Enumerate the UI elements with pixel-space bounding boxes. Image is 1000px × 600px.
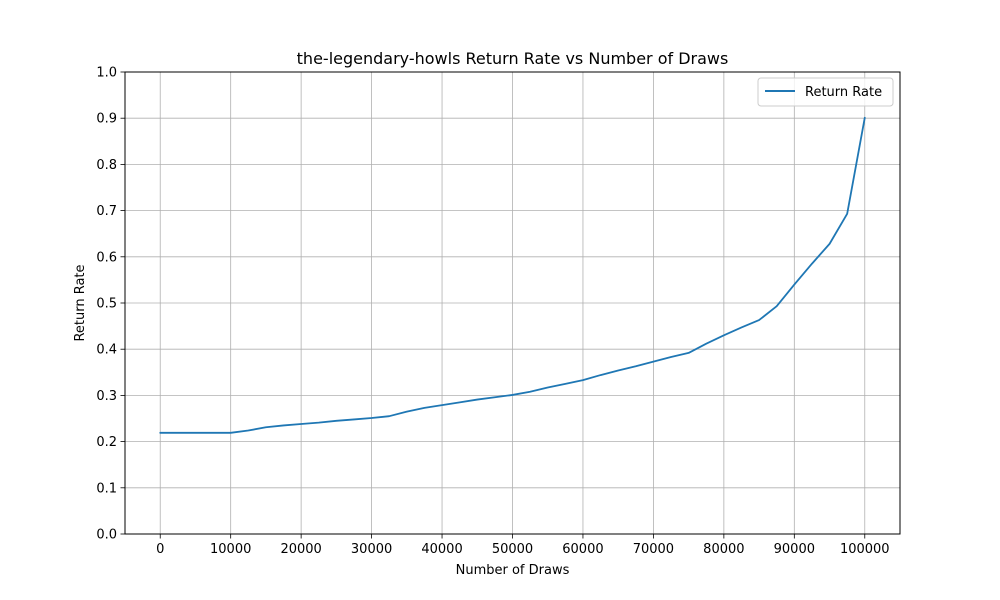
y-tick-label: 0.8	[96, 158, 117, 173]
y-tick-label: 0.6	[96, 250, 117, 265]
legend-box	[757, 77, 894, 107]
x-tick-label: 90000	[774, 542, 815, 557]
y-tick-label: 1.0	[96, 66, 117, 81]
y-axis-ticks: 0.0 0.1 0.2 0.3 0.4 0.5 0.6 0.7 0.8 0.9 1.0	[96, 66, 125, 543]
x-tick-label: 70000	[633, 542, 674, 557]
x-axis-label: Number of Draws	[456, 563, 570, 578]
x-tick-label: 100000	[840, 542, 890, 557]
series-line-return-rate	[159, 116, 866, 434]
y-tick-label: 0.7	[96, 204, 117, 219]
chart-title: the-legendary-howls Return Rate vs Numbe…	[297, 49, 729, 68]
legend-label-return-rate: Return Rate	[805, 85, 882, 100]
x-tick-label: 20000	[280, 542, 321, 557]
x-tick-label: 0	[156, 542, 164, 557]
y-axis-label: Return Rate	[73, 264, 88, 341]
y-tick-label: 0.0	[96, 528, 117, 543]
x-tick-label: 60000	[562, 542, 603, 557]
x-tick-label: 40000	[421, 542, 462, 557]
series-layer	[159, 116, 866, 434]
x-tick-label: 50000	[492, 542, 533, 557]
x-tick-label: 80000	[703, 542, 744, 557]
x-tick-label: 10000	[210, 542, 251, 557]
legend: Return Rate	[757, 77, 894, 107]
x-tick-label: 30000	[351, 542, 392, 557]
y-tick-label: 0.1	[96, 481, 117, 496]
y-tick-label: 0.4	[96, 343, 117, 358]
y-tick-label: 0.5	[96, 297, 117, 312]
x-axis-ticks: 0 10000 20000 30000 40000 50000 60000 70000 8000…	[156, 534, 890, 557]
y-tick-label: 0.2	[96, 435, 117, 450]
y-tick-label: 0.9	[96, 112, 117, 127]
y-tick-label: 0.3	[96, 389, 117, 404]
